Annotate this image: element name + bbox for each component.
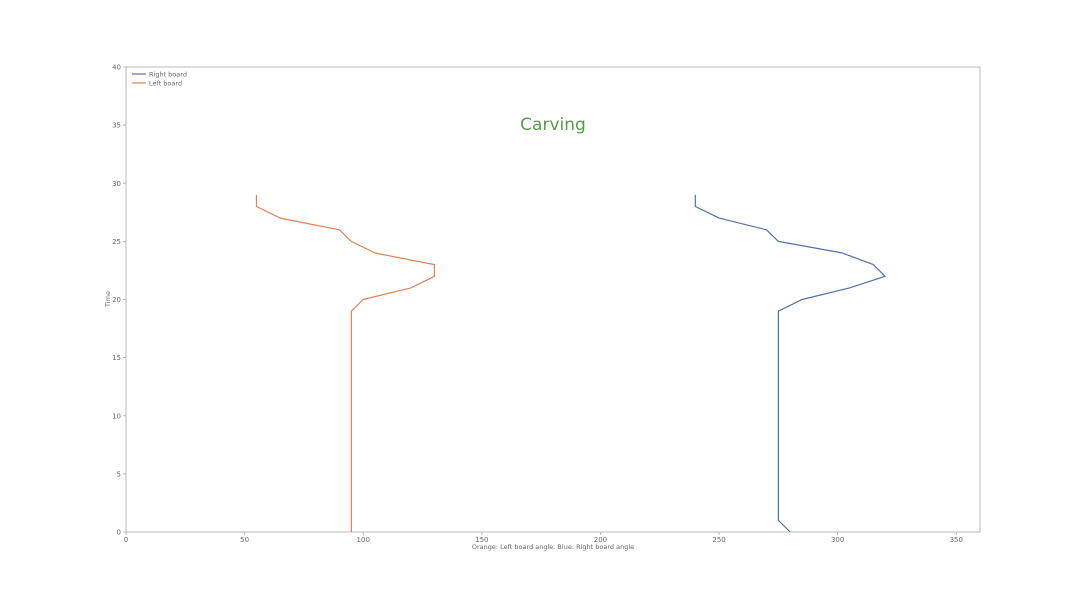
x-tick-label: 250 xyxy=(712,536,725,544)
x-tick-label: 0 xyxy=(124,536,128,544)
y-tick-label: 10 xyxy=(112,412,121,420)
series-line-left-board xyxy=(255,194,435,532)
x-tick-label: 150 xyxy=(475,536,488,544)
series-line-right-board xyxy=(694,194,886,533)
x-tick-label: 50 xyxy=(240,536,249,544)
chart-title: Carving xyxy=(520,115,586,135)
legend-label: Right board xyxy=(149,70,187,78)
x-tick-label: 300 xyxy=(831,536,844,544)
series-layer xyxy=(255,194,886,533)
legend-label: Left board xyxy=(149,79,182,87)
y-tick-label: 40 xyxy=(112,64,121,72)
y-tick-label: 20 xyxy=(112,296,121,304)
x-tick-label: 350 xyxy=(950,536,963,544)
y-axis-label: Time xyxy=(104,291,112,308)
y-tick-label: 0 xyxy=(117,529,121,537)
x-axis-ticks: 0 50 100 150 200 250 300 350 xyxy=(124,532,963,544)
y-tick-label: 30 xyxy=(112,180,121,188)
y-axis-ticks: 0 5 10 15 20 25 30 35 40 xyxy=(112,64,126,537)
x-tick-label: 200 xyxy=(594,536,607,544)
x-axis-label: Orange: Left board angle. Blue: Right bo… xyxy=(472,543,634,551)
plot-area xyxy=(125,66,981,533)
x-tick-label: 100 xyxy=(357,536,370,544)
y-tick-label: 15 xyxy=(112,354,121,362)
y-tick-label: 5 xyxy=(117,470,121,478)
y-tick-label: 35 xyxy=(112,122,121,130)
y-tick-label: 25 xyxy=(112,238,121,246)
